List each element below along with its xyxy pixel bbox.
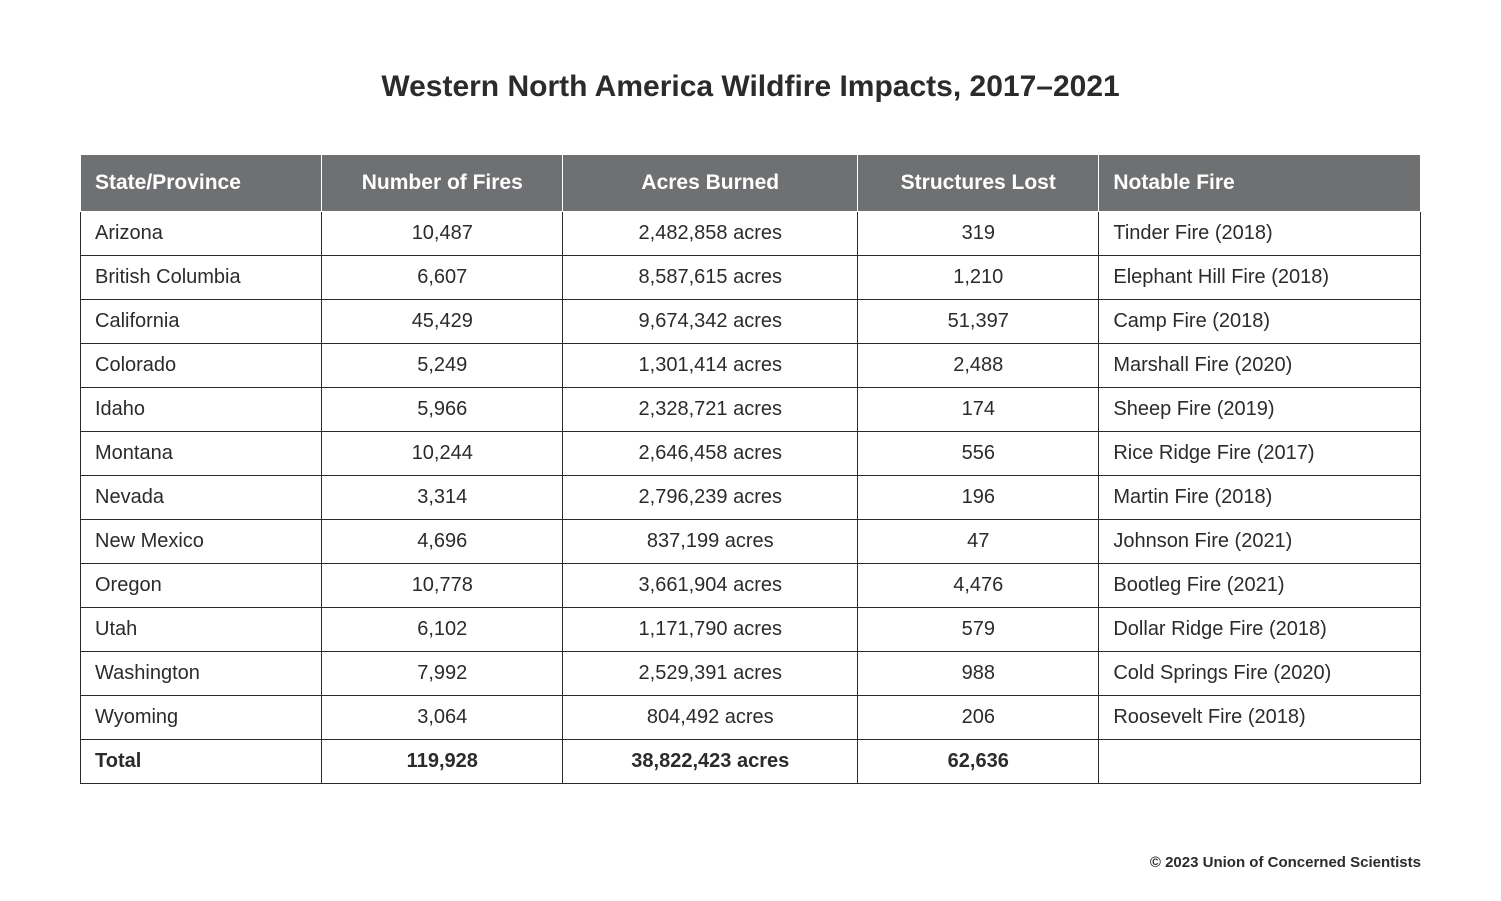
cell-fires: 3,064 (322, 696, 563, 740)
table-row: Wyoming3,064804,492 acres206Roosevelt Fi… (81, 696, 1421, 740)
col-header-0: State/Province (81, 155, 322, 212)
cell-region: New Mexico (81, 520, 322, 564)
cell-region: British Columbia (81, 256, 322, 300)
cell-structures: 174 (858, 388, 1099, 432)
table-row: California45,4299,674,342 acres51,397Cam… (81, 300, 1421, 344)
cell-fires: 5,966 (322, 388, 563, 432)
cell-acres: 8,587,615 acres (563, 256, 858, 300)
cell-notable: Elephant Hill Fire (2018) (1099, 256, 1421, 300)
total-cell-fires: 119,928 (322, 740, 563, 784)
cell-notable: Marshall Fire (2020) (1099, 344, 1421, 388)
col-header-4: Notable Fire (1099, 155, 1421, 212)
cell-acres: 837,199 acres (563, 520, 858, 564)
cell-acres: 2,529,391 acres (563, 652, 858, 696)
cell-acres: 2,328,721 acres (563, 388, 858, 432)
cell-notable: Camp Fire (2018) (1099, 300, 1421, 344)
total-row: Total119,92838,822,423 acres62,636 (81, 740, 1421, 784)
wildfire-table: State/ProvinceNumber of FiresAcres Burne… (80, 154, 1421, 784)
cell-fires: 6,607 (322, 256, 563, 300)
cell-region: Wyoming (81, 696, 322, 740)
table-row: Nevada3,3142,796,239 acres196Martin Fire… (81, 476, 1421, 520)
cell-fires: 45,429 (322, 300, 563, 344)
col-header-1: Number of Fires (322, 155, 563, 212)
cell-notable: Dollar Ridge Fire (2018) (1099, 608, 1421, 652)
cell-acres: 2,796,239 acres (563, 476, 858, 520)
cell-structures: 556 (858, 432, 1099, 476)
cell-notable: Bootleg Fire (2021) (1099, 564, 1421, 608)
total-cell-acres: 38,822,423 acres (563, 740, 858, 784)
cell-structures: 4,476 (858, 564, 1099, 608)
cell-structures: 988 (858, 652, 1099, 696)
total-cell-notable (1099, 740, 1421, 784)
cell-acres: 2,646,458 acres (563, 432, 858, 476)
page-title: Western North America Wildfire Impacts, … (80, 70, 1421, 104)
table-row: Arizona10,4872,482,858 acres319Tinder Fi… (81, 212, 1421, 256)
table-row: Idaho5,9662,328,721 acres174Sheep Fire (… (81, 388, 1421, 432)
cell-acres: 804,492 acres (563, 696, 858, 740)
cell-structures: 51,397 (858, 300, 1099, 344)
copyright: © 2023 Union of Concerned Scientists (80, 854, 1421, 871)
cell-fires: 7,992 (322, 652, 563, 696)
cell-acres: 1,301,414 acres (563, 344, 858, 388)
cell-region: Montana (81, 432, 322, 476)
cell-region: Arizona (81, 212, 322, 256)
header-row: State/ProvinceNumber of FiresAcres Burne… (81, 155, 1421, 212)
cell-region: Utah (81, 608, 322, 652)
cell-notable: Sheep Fire (2019) (1099, 388, 1421, 432)
cell-fires: 10,487 (322, 212, 563, 256)
col-header-2: Acres Burned (563, 155, 858, 212)
page: Western North America Wildfire Impacts, … (0, 0, 1501, 871)
table-row: Colorado5,2491,301,414 acres2,488Marshal… (81, 344, 1421, 388)
cell-fires: 5,249 (322, 344, 563, 388)
cell-region: Washington (81, 652, 322, 696)
cell-acres: 3,661,904 acres (563, 564, 858, 608)
cell-acres: 1,171,790 acres (563, 608, 858, 652)
cell-notable: Martin Fire (2018) (1099, 476, 1421, 520)
table-row: Montana10,2442,646,458 acres556Rice Ridg… (81, 432, 1421, 476)
cell-structures: 2,488 (858, 344, 1099, 388)
cell-region: Idaho (81, 388, 322, 432)
table-row: British Columbia6,6078,587,615 acres1,21… (81, 256, 1421, 300)
cell-fires: 6,102 (322, 608, 563, 652)
cell-region: Nevada (81, 476, 322, 520)
table-row: New Mexico4,696837,199 acres47Johnson Fi… (81, 520, 1421, 564)
cell-region: Colorado (81, 344, 322, 388)
cell-notable: Rice Ridge Fire (2017) (1099, 432, 1421, 476)
cell-structures: 206 (858, 696, 1099, 740)
cell-structures: 47 (858, 520, 1099, 564)
table-head: State/ProvinceNumber of FiresAcres Burne… (81, 155, 1421, 212)
cell-notable: Roosevelt Fire (2018) (1099, 696, 1421, 740)
cell-notable: Johnson Fire (2021) (1099, 520, 1421, 564)
cell-fires: 3,314 (322, 476, 563, 520)
col-header-3: Structures Lost (858, 155, 1099, 212)
table-body: Arizona10,4872,482,858 acres319Tinder Fi… (81, 212, 1421, 784)
cell-structures: 579 (858, 608, 1099, 652)
table-row: Washington7,9922,529,391 acres988Cold Sp… (81, 652, 1421, 696)
cell-region: California (81, 300, 322, 344)
cell-structures: 319 (858, 212, 1099, 256)
cell-fires: 10,244 (322, 432, 563, 476)
cell-structures: 1,210 (858, 256, 1099, 300)
cell-notable: Cold Springs Fire (2020) (1099, 652, 1421, 696)
cell-region: Oregon (81, 564, 322, 608)
cell-notable: Tinder Fire (2018) (1099, 212, 1421, 256)
table-row: Oregon10,7783,661,904 acres4,476Bootleg … (81, 564, 1421, 608)
table-row: Utah6,1021,171,790 acres579Dollar Ridge … (81, 608, 1421, 652)
total-cell-structures: 62,636 (858, 740, 1099, 784)
cell-structures: 196 (858, 476, 1099, 520)
total-cell-region: Total (81, 740, 322, 784)
cell-fires: 10,778 (322, 564, 563, 608)
cell-fires: 4,696 (322, 520, 563, 564)
cell-acres: 2,482,858 acres (563, 212, 858, 256)
cell-acres: 9,674,342 acres (563, 300, 858, 344)
